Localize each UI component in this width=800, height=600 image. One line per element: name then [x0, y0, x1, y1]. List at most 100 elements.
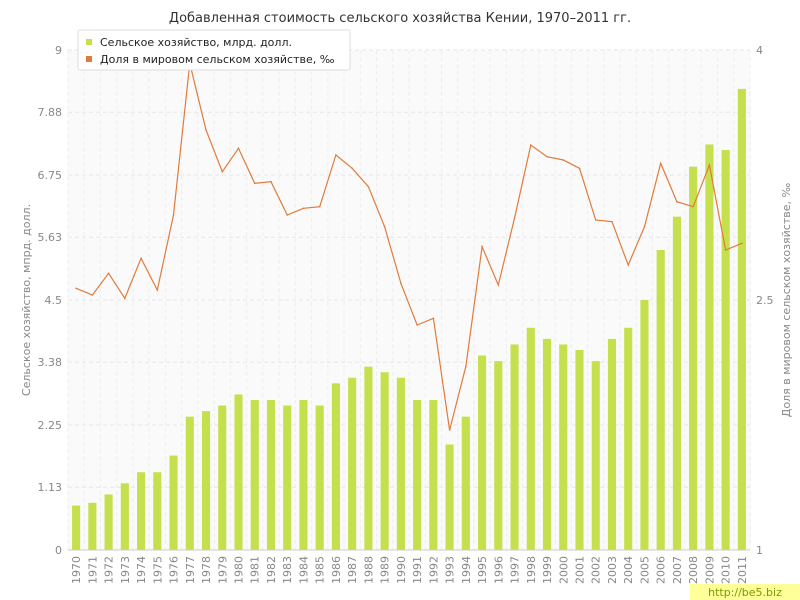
bar-2010 [721, 150, 730, 550]
x-tick-label: 1993 [444, 556, 457, 584]
bar-1971 [88, 502, 97, 550]
bar-1987 [348, 377, 357, 550]
bar-series [72, 88, 746, 550]
line-point-2004 [627, 264, 630, 266]
x-tick-label: 1980 [233, 556, 246, 584]
bar-1993 [445, 444, 454, 550]
x-tick-label: 2009 [703, 556, 716, 584]
line-point-1982 [270, 180, 272, 183]
line-point-2002 [594, 219, 597, 221]
x-tick-label: 1999 [541, 556, 554, 584]
bar-2003 [607, 338, 617, 550]
line-point-2003 [611, 220, 613, 223]
line-point-1988 [367, 185, 370, 188]
line-point-2001 [578, 167, 581, 170]
left-tick-label: 1.13 [38, 481, 63, 494]
bar-2008 [689, 166, 698, 550]
x-tick-label: 2008 [687, 556, 700, 584]
x-tick-label: 1998 [525, 556, 538, 584]
x-tick-label: 1983 [281, 556, 294, 584]
x-tick-label: 1987 [346, 556, 359, 584]
x-tick-label: 2010 [720, 556, 733, 584]
line-point-1978 [205, 129, 207, 131]
right-tick-label: 1 [756, 544, 763, 557]
bar-1977 [185, 416, 194, 550]
legend: Сельское хозяйство, млрд. долл. Доля в м… [77, 29, 351, 71]
x-tick-label: 1972 [103, 556, 116, 584]
bar-1974 [137, 472, 146, 550]
x-tick-label: 2005 [638, 556, 651, 584]
left-tick-label: 9 [55, 44, 62, 57]
line-point-1989 [383, 225, 386, 228]
watermark: http://be5.biz [708, 586, 782, 599]
x-tick-label: 2004 [622, 556, 635, 584]
x-tick-label: 2000 [557, 556, 570, 584]
line-point-2007 [676, 200, 678, 203]
line-point-1983 [286, 214, 289, 216]
x-tick-label: 1984 [297, 556, 310, 584]
bar-2000 [559, 344, 568, 550]
x-tick-label: 1970 [70, 556, 83, 584]
line-point-1981 [253, 182, 256, 185]
x-tick-label: 2011 [736, 556, 749, 584]
chart-title: Добавленная стоимость сельского хозяйств… [169, 11, 631, 26]
x-tick-label: 1997 [509, 556, 522, 584]
x-tick-label: 1974 [135, 556, 148, 584]
x-tick-label: 2007 [671, 556, 684, 584]
bar-1994 [461, 416, 470, 550]
x-tick-label: 1979 [216, 556, 229, 584]
x-tick-label: 1981 [249, 556, 262, 584]
x-tick-label: 1991 [411, 556, 424, 584]
bar-1990 [396, 377, 405, 550]
x-tick-label: 2001 [574, 556, 587, 584]
line-point-2008 [692, 205, 694, 208]
bar-1979 [218, 405, 227, 550]
line-point-1976 [172, 214, 175, 216]
x-tick-label: 1989 [379, 556, 392, 584]
left-tick-label: 5.63 [38, 231, 63, 244]
bar-2001 [575, 350, 584, 550]
line-point-1999 [546, 155, 548, 158]
bar-1978 [201, 411, 211, 550]
x-tick-label: 1973 [119, 556, 132, 584]
line-point-1974 [140, 257, 142, 260]
left-tick-label: 7.88 [38, 106, 63, 119]
right-axis-label: Доля в мировом сельском хозяйстве, ‰ [780, 183, 793, 418]
bar-1992 [429, 400, 438, 550]
line-point-2009 [708, 164, 711, 166]
bar-1996 [494, 361, 503, 550]
line-point-2000 [562, 159, 565, 161]
line-point-1993 [448, 429, 451, 431]
line-point-1972 [107, 272, 110, 275]
right-tick-label: 4 [756, 44, 763, 57]
line-point-1996 [497, 284, 500, 286]
x-tick-label: 2002 [590, 556, 603, 584]
x-tick-label: 1971 [86, 556, 99, 584]
bar-1981 [250, 400, 259, 550]
line-point-1992 [432, 317, 435, 320]
x-tick-label: 1986 [330, 556, 343, 584]
bar-2005 [640, 300, 649, 550]
left-axis-ticks: 0 1.13 2.25 3.38 4.5 5.63 6.75 7.88 9 [38, 44, 63, 557]
x-tick-label: 1985 [314, 556, 327, 584]
x-tick-label: 1996 [492, 556, 505, 584]
x-tick-label: 2006 [655, 556, 668, 584]
legend-box [77, 29, 351, 71]
x-axis-ticks: 1970 1971 1972 1973 1974 1975 1976 1977 1978 1979… [70, 556, 749, 584]
bar-1976 [169, 455, 178, 550]
x-tick-label: 1975 [151, 556, 164, 584]
right-axis-ticks: 12.54 [756, 44, 774, 557]
line-series [75, 62, 743, 431]
line-point-1994 [465, 365, 467, 368]
line-point-1971 [91, 294, 94, 296]
line-point-1985 [318, 205, 321, 208]
bar-1995 [478, 355, 487, 550]
line-point-1987 [351, 167, 353, 170]
line-point-2011 [741, 242, 743, 245]
x-tick-label: 1977 [184, 556, 197, 584]
bar-2011 [737, 88, 746, 550]
grid [67, 49, 751, 551]
left-tick-label: 2.25 [38, 419, 63, 432]
left-tick-label: 0 [55, 544, 62, 557]
bar-1991 [413, 400, 422, 550]
